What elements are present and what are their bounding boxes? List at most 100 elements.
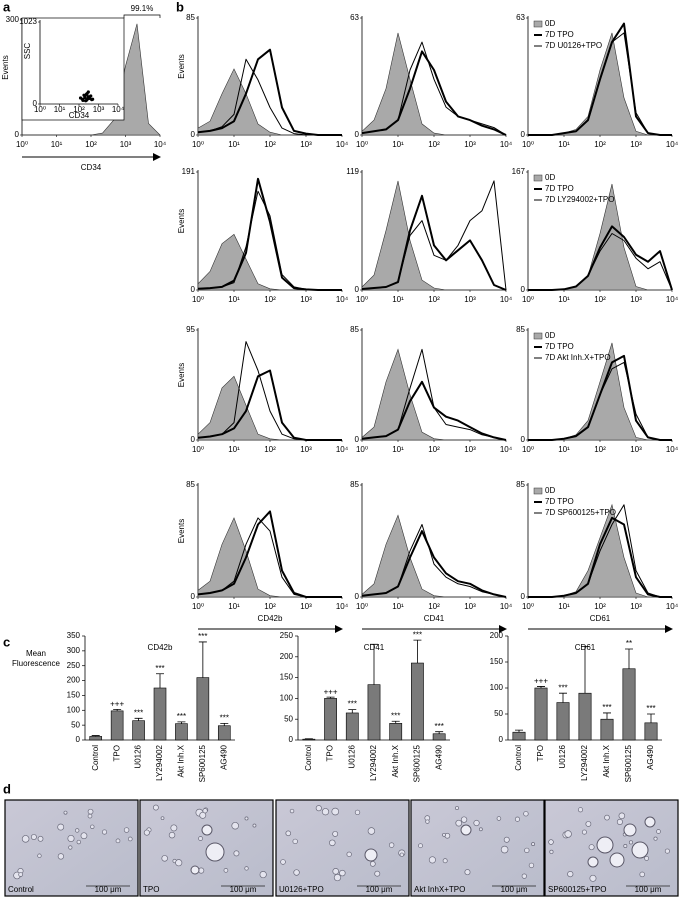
x-tick-label: SP600125 <box>624 744 633 782</box>
y-tick-label: 200 <box>67 676 81 685</box>
cell <box>143 829 150 836</box>
significance: +++ <box>534 677 548 686</box>
y-tick-label: 200 <box>280 652 294 661</box>
y-tick-label: 250 <box>67 661 81 670</box>
cell <box>631 841 649 859</box>
micrograph <box>410 799 545 897</box>
x-tick-label: SP600125 <box>198 744 207 782</box>
legend-swatch <box>533 487 543 495</box>
y-tick-label: 85 <box>186 480 195 489</box>
x-tick-label: 10³ <box>630 602 642 611</box>
y-tick-label: 200 <box>490 631 504 640</box>
y-tick-label: 100 <box>67 705 81 714</box>
cell <box>63 810 68 815</box>
cell <box>223 868 229 873</box>
scatter-point <box>86 90 90 94</box>
x-tick-label: U0126 <box>347 744 356 768</box>
y-tick-label: 350 <box>67 631 81 640</box>
cell <box>332 830 339 837</box>
cell <box>30 834 37 840</box>
cell <box>623 844 628 848</box>
cell <box>315 805 322 812</box>
y-tick-label: 100 <box>280 694 294 703</box>
micrograph <box>275 799 410 897</box>
cell <box>460 824 472 836</box>
bar <box>110 710 124 741</box>
histogram-line <box>197 517 342 598</box>
cell <box>37 835 44 842</box>
x-tick-label: 10³ <box>464 445 476 454</box>
error-bar <box>113 708 122 711</box>
bar <box>578 692 592 741</box>
cell <box>428 856 436 864</box>
y-tick-label: 0 <box>499 735 504 744</box>
error-bar <box>177 721 186 724</box>
x-tick-label: 10¹ <box>228 295 240 304</box>
significance: +++ <box>324 687 338 696</box>
chart-title: CD42b <box>148 643 173 652</box>
inset-frame <box>21 17 125 121</box>
cell <box>609 852 625 868</box>
cell <box>399 852 405 857</box>
cell <box>460 816 468 823</box>
error-bar <box>370 643 378 685</box>
cell <box>123 827 130 833</box>
cell <box>455 819 463 827</box>
legend-swatch <box>533 174 543 182</box>
x-tick-label: 10¹ <box>392 602 404 611</box>
x-tick-label: AG490 <box>646 744 655 769</box>
x-tick-label: 10² <box>264 140 276 149</box>
error-bar <box>348 709 357 713</box>
x-tick-label: 10² <box>264 445 276 454</box>
x-tick-label: SP600125 <box>413 744 422 782</box>
cell <box>618 812 626 820</box>
cell <box>18 872 23 877</box>
histogram-line <box>528 233 673 291</box>
cell <box>478 827 483 832</box>
cell <box>346 851 352 857</box>
x-tick-label: 10³ <box>120 140 132 149</box>
x-tick-label: LY294002 <box>369 744 378 780</box>
x-tick-label: 10¹ <box>51 140 63 149</box>
cell <box>644 855 650 861</box>
cell <box>101 829 108 835</box>
micrograph-label: Control <box>8 885 34 894</box>
x-tick-label: 10² <box>428 295 440 304</box>
cell <box>87 808 94 815</box>
cell <box>231 821 239 830</box>
cell <box>549 849 554 854</box>
x-tick-label: TPO <box>112 745 121 761</box>
x-tick-label: 10¹ <box>392 445 404 454</box>
x-tick-label: 10⁴ <box>500 140 513 149</box>
x-tick-label: 10⁴ <box>666 140 679 149</box>
cell <box>442 858 448 864</box>
x-tick-label: 10³ <box>300 140 312 149</box>
x-axis-label: CD34 <box>81 163 102 172</box>
y-tick-label: 63 <box>350 13 359 22</box>
y-tick-label: 0 <box>76 735 81 744</box>
y-tick-label: 0 <box>355 285 360 294</box>
error-bar <box>220 722 229 726</box>
cell <box>190 865 200 875</box>
cell <box>331 807 340 816</box>
y-tick-label: 100 <box>490 683 504 692</box>
cell <box>161 855 168 862</box>
x-tick-label: 10¹ <box>228 602 240 611</box>
x-tick-label: 10³ <box>300 445 312 454</box>
cell <box>205 842 225 862</box>
x-tick-label: 10² <box>264 295 276 304</box>
cell <box>57 823 65 831</box>
error-bar <box>537 686 545 688</box>
legend-label: 7D TPO <box>545 30 574 39</box>
x-tick-label: TPO <box>326 745 335 761</box>
bar <box>217 725 231 741</box>
histogram-line <box>528 504 672 598</box>
x-tick-label: 10³ <box>630 295 642 304</box>
x-tick-label: 10⁴ <box>500 602 513 611</box>
y-axis-label: Fluorescence <box>12 659 61 668</box>
x-tick-label: 10³ <box>300 295 312 304</box>
cell <box>244 866 249 871</box>
cell <box>369 861 376 867</box>
cell <box>332 868 340 875</box>
